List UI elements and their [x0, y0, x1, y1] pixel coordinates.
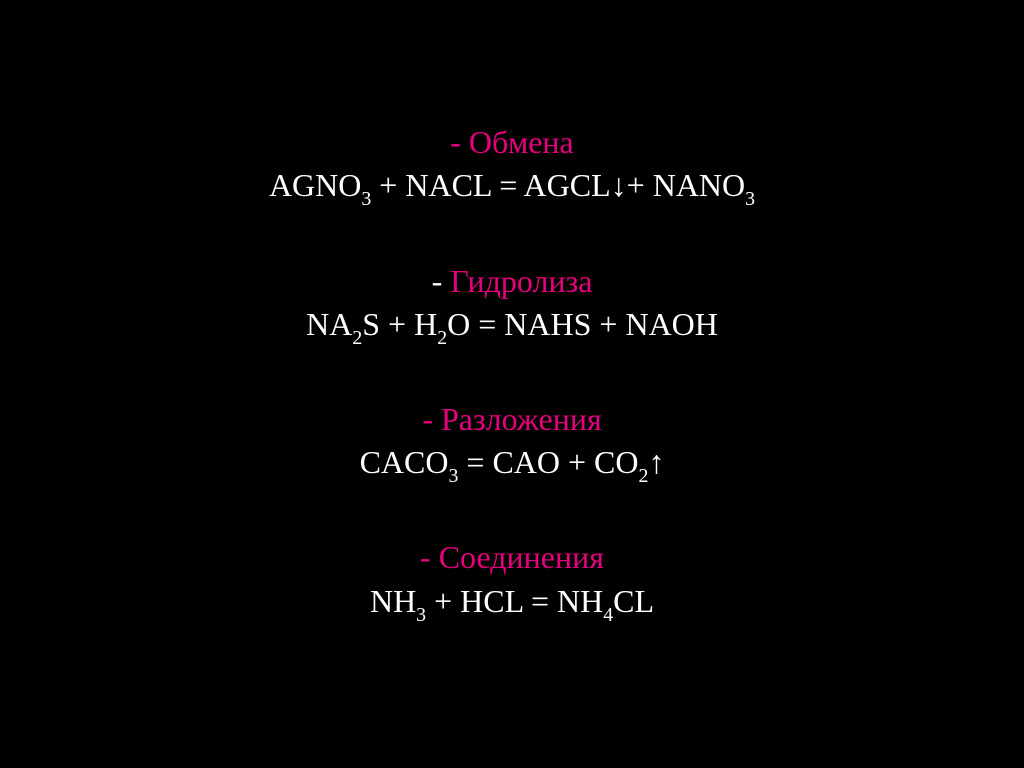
heading-hydrolysis: - Гидролиза: [306, 260, 718, 303]
equation-combination: NH3 + HCL = NH4CL: [370, 580, 654, 627]
heading-exchange: - Обмена: [269, 121, 755, 164]
heading-hydrolysis-dash: -: [432, 263, 451, 299]
heading-decomposition: - Разложения: [360, 398, 665, 441]
equation-exchange: AGNO3 + NACL = AGCL↓+ NANO3: [269, 164, 755, 211]
section-hydrolysis: - Гидролиза NA2S + H2O = NAHS + NAOH: [306, 260, 718, 350]
section-decomposition: - Разложения CACO3 = CAO + CO2↑: [360, 398, 665, 488]
section-combination: - Соединения NH3 + HCL = NH4CL: [370, 536, 654, 626]
equation-hydrolysis: NA2S + H2O = NAHS + NAOH: [306, 303, 718, 350]
slide: - Обмена AGNO3 + NACL = AGCL↓+ NANO3 - Г…: [0, 0, 1024, 768]
section-exchange: - Обмена AGNO3 + NACL = AGCL↓+ NANO3: [269, 121, 755, 211]
heading-hydrolysis-text: Гидролиза: [450, 263, 592, 299]
heading-combination: - Соединения: [370, 536, 654, 579]
equation-decomposition: CACO3 = CAO + CO2↑: [360, 441, 665, 488]
